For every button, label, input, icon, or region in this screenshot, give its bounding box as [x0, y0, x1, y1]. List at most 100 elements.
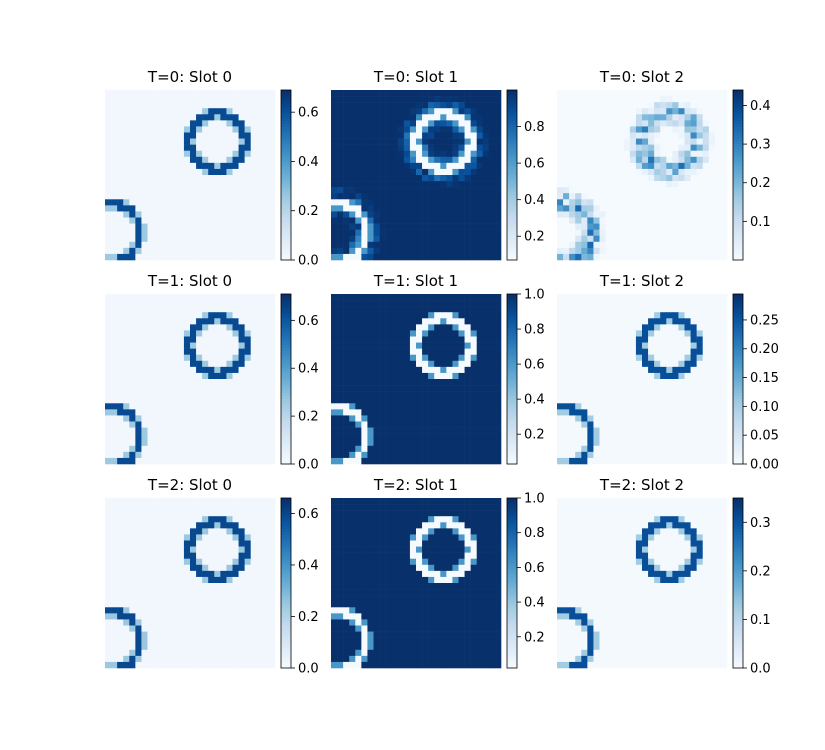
heatmap-cell [373, 96, 380, 103]
heatmap-cell [214, 162, 221, 170]
heatmap-cell [208, 102, 215, 109]
heatmap-cell [648, 223, 655, 230]
heatmap-cell [141, 360, 148, 368]
heatmap-cell [147, 132, 154, 139]
heatmap-cell [690, 312, 697, 319]
heatmap-cell [379, 193, 386, 200]
heatmap-cell [159, 433, 167, 441]
heatmap-cell [599, 211, 606, 218]
heatmap-cell [635, 241, 643, 249]
heatmap-cell [696, 391, 704, 398]
heatmap-cell [708, 439, 716, 447]
heatmap-cell [440, 150, 447, 158]
heatmap-cell [672, 96, 679, 103]
heatmap-cell [581, 126, 588, 133]
heatmap-cell [268, 391, 276, 398]
heatmap-cell [220, 126, 227, 133]
heatmap-cell [256, 421, 264, 428]
heatmap-cell [684, 108, 691, 115]
heatmap-cell [153, 114, 160, 121]
heatmap-cell [391, 114, 399, 121]
heatmap-cell [337, 385, 344, 392]
heatmap-cell [361, 306, 368, 313]
heatmap-cell [244, 306, 252, 313]
heatmap-cell [416, 385, 423, 392]
heatmap-cell [642, 312, 649, 319]
heatmap-cell [660, 354, 667, 362]
heatmap-cell [391, 162, 399, 170]
heatmap-cell [337, 348, 344, 356]
heatmap-cell [416, 354, 423, 362]
heatmap-cell [256, 120, 264, 127]
heatmap-cell [337, 162, 344, 170]
heatmap-cell [702, 336, 710, 343]
heatmap-cell [262, 330, 270, 337]
heatmap-cell [422, 427, 429, 434]
colorbar-tick-label: 0.4 [524, 193, 545, 208]
heatmap-cell [111, 342, 118, 349]
heatmap-cell [654, 193, 661, 200]
heatmap-cell [135, 217, 142, 224]
heatmap-cell [476, 102, 484, 109]
heatmap-cell [684, 409, 691, 416]
heatmap-cell [672, 108, 679, 115]
heatmap-cell [482, 409, 490, 416]
heatmap-cell [403, 445, 411, 453]
heatmap-cell [202, 162, 209, 170]
heatmap-cell [159, 445, 167, 453]
heatmap-cell [123, 162, 130, 170]
heatmap-cell [159, 306, 167, 313]
heatmap-cell [696, 120, 704, 127]
heatmap-cell [355, 205, 362, 212]
heatmap-cell [349, 336, 356, 343]
heatmap-cell [250, 312, 258, 319]
heatmap-cell [202, 205, 209, 212]
heatmap-cell [470, 451, 478, 459]
heatmap-cell [720, 379, 728, 386]
heatmap-cell [256, 348, 264, 356]
heatmap-cell [256, 108, 264, 115]
heatmap-cell [268, 217, 276, 224]
heatmap-cell [208, 193, 215, 200]
heatmap-cell [379, 181, 386, 188]
heatmap-cell [367, 235, 374, 243]
heatmap-cell [165, 312, 173, 319]
heatmap-cell [482, 253, 490, 261]
heatmap-cell [337, 90, 344, 97]
heatmap-cell [238, 385, 245, 392]
heatmap-cell [262, 247, 270, 255]
heatmap-cell [690, 385, 697, 392]
heatmap-cell [220, 348, 227, 356]
heatmap-cell [654, 354, 661, 362]
heatmap-cell [593, 439, 600, 447]
heatmap-cell [379, 330, 386, 337]
heatmap-cell [666, 253, 673, 261]
heatmap-cell [337, 175, 344, 182]
heatmap-cell [422, 330, 429, 337]
heatmap-cell [262, 379, 270, 386]
heatmap-cell [702, 427, 710, 434]
heatmap-cell [202, 403, 209, 410]
colorbar-segment [507, 163, 517, 167]
heatmap-cell [690, 421, 697, 428]
heatmap-cell [452, 138, 459, 145]
heatmap-cell [660, 138, 667, 145]
heatmap-cell [117, 211, 124, 218]
heatmap-cell [238, 372, 245, 380]
heatmap-cell [690, 348, 697, 356]
heatmap-cell [256, 336, 264, 343]
heatmap-cell [135, 162, 142, 170]
colorbar-segment [733, 169, 743, 173]
heatmap-cell [337, 306, 344, 313]
heatmap-cell [262, 336, 270, 343]
heatmap-cell [672, 175, 679, 182]
heatmap-cell [464, 342, 471, 349]
heatmap-cell [147, 120, 154, 127]
heatmap-cell [702, 223, 710, 230]
heatmap-cell [105, 451, 112, 459]
heatmap-cell [331, 223, 338, 230]
colorbar-segment [507, 135, 517, 139]
heatmap-cell [587, 391, 594, 398]
heatmap-cell [593, 445, 600, 453]
heatmap-cell [476, 205, 484, 212]
